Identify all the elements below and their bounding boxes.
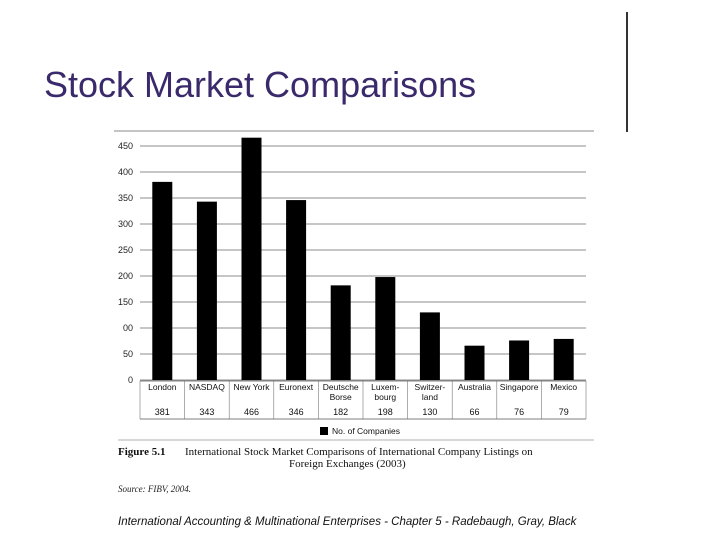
category-label: Euronext <box>279 382 314 392</box>
value-label: 343 <box>199 407 214 417</box>
y-tick-label: 450 <box>118 141 133 151</box>
bar <box>196 201 217 380</box>
value-label: 182 <box>333 407 348 417</box>
y-tick-label: 0 <box>128 375 133 385</box>
category-labels: London NASDAQ New York Euronext DeutscheBors… <box>139 380 587 420</box>
category-label: New York <box>234 382 271 392</box>
bars <box>152 137 574 380</box>
y-tick-label: 300 <box>118 219 133 229</box>
legend: No. of Companies <box>320 426 400 436</box>
caption-text: Foreign Exchanges (2003) <box>289 458 406 470</box>
category-label: Switzer- <box>415 382 446 392</box>
value-label: 346 <box>289 407 304 417</box>
y-tick-label: 150 <box>118 297 133 307</box>
y-tick-label: 200 <box>118 271 133 281</box>
category-label: bourg <box>374 392 396 402</box>
slide-footer: International Accounting & Multinational… <box>118 516 577 528</box>
bar <box>553 338 574 380</box>
category-label: Borse <box>330 392 352 402</box>
caption-text: International Stock Market Comparisons o… <box>185 446 533 458</box>
value-label: 130 <box>422 407 437 417</box>
bar <box>375 277 396 380</box>
category-label: Singapore <box>500 382 539 392</box>
category-label: land <box>422 392 438 402</box>
category-label: London <box>148 382 177 392</box>
bar <box>330 285 351 380</box>
category-label: Mexico <box>550 382 577 392</box>
legend-swatch <box>320 427 328 435</box>
slide-title: Stock Market Comparisons <box>44 64 477 105</box>
y-tick-label: 00 <box>123 323 133 333</box>
bar <box>419 312 440 380</box>
source-note: Source: FIBV, 2004. <box>118 484 191 494</box>
y-tick-label: 250 <box>118 245 133 255</box>
value-label: 79 <box>559 407 569 417</box>
value-label: 466 <box>244 407 259 417</box>
y-tick-label: 400 <box>118 167 133 177</box>
value-label: 198 <box>378 407 393 417</box>
category-label: Australia <box>458 382 491 392</box>
bar <box>509 340 530 380</box>
y-tick-label: 50 <box>123 349 133 359</box>
value-row: 381 343 466 346 182 198 130 66 76 79 <box>155 407 569 417</box>
bar <box>241 137 262 380</box>
figure-number: Figure 5.1 <box>118 446 165 458</box>
value-label: 76 <box>514 407 524 417</box>
category-label: Deutsche <box>323 382 359 392</box>
legend-label: No. of Companies <box>332 426 400 436</box>
bar <box>464 345 485 380</box>
y-tick-label: 350 <box>118 193 133 203</box>
bar <box>286 200 307 380</box>
category-label: NASDAQ <box>189 382 225 392</box>
title-divider <box>626 12 628 132</box>
bar <box>152 181 173 380</box>
value-label: 66 <box>469 407 479 417</box>
category-label: Luxem- <box>371 382 400 392</box>
value-label: 381 <box>155 407 170 417</box>
figure-caption: Figure 5.1 International Stock Market Com… <box>118 439 594 494</box>
